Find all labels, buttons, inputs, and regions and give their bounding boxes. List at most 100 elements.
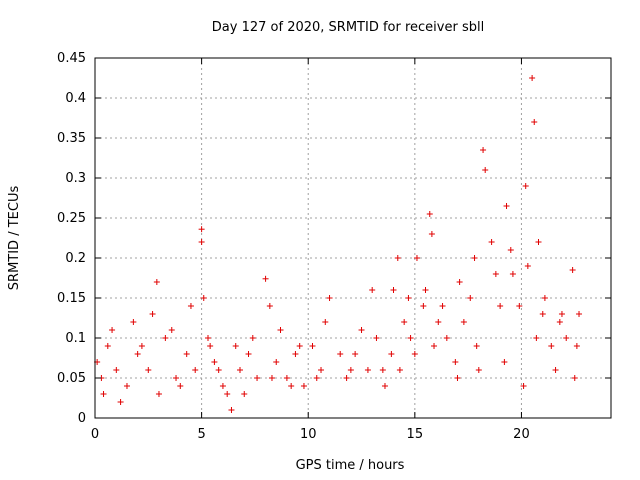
- x-tick-label: 20: [513, 427, 530, 442]
- data-point: [435, 319, 442, 325]
- plot-frame: [94, 57, 612, 419]
- data-point: [337, 351, 344, 357]
- data-point: [401, 319, 408, 325]
- data-point: [228, 407, 235, 413]
- data-point: [516, 303, 523, 309]
- data-point: [396, 367, 403, 373]
- data-point: [109, 327, 116, 333]
- x-tick-label: 0: [91, 427, 99, 442]
- data-point: [426, 211, 433, 217]
- data-point: [162, 335, 169, 341]
- data-point: [381, 383, 388, 389]
- data-point: [283, 375, 290, 381]
- data-point: [224, 391, 231, 397]
- data-point: [475, 367, 482, 373]
- data-point: [531, 119, 538, 125]
- data-point: [187, 303, 194, 309]
- data-point: [149, 311, 156, 317]
- data-point: [558, 311, 565, 317]
- data-point: [273, 359, 280, 365]
- data-point: [571, 375, 578, 381]
- data-point: [347, 367, 354, 373]
- y-tick-label: 0.35: [57, 131, 86, 146]
- data-point: [390, 287, 397, 293]
- data-points: [94, 75, 583, 413]
- data-point: [535, 239, 542, 245]
- y-tick-label: 0.15: [57, 291, 86, 306]
- data-point: [326, 295, 333, 301]
- data-point: [501, 359, 508, 365]
- data-point: [100, 391, 107, 397]
- data-point: [394, 255, 401, 261]
- data-point: [576, 311, 583, 317]
- data-point: [482, 167, 489, 173]
- data-point: [460, 319, 467, 325]
- data-point: [548, 343, 555, 349]
- data-point: [198, 239, 205, 245]
- data-point: [488, 239, 495, 245]
- data-point: [524, 263, 531, 269]
- data-point: [313, 375, 320, 381]
- data-point: [503, 203, 510, 209]
- data-point: [431, 343, 438, 349]
- data-point: [173, 375, 180, 381]
- data-point: [343, 375, 350, 381]
- data-point: [104, 343, 111, 349]
- data-point: [420, 303, 427, 309]
- data-point: [145, 367, 152, 373]
- data-point: [422, 287, 429, 293]
- data-point: [439, 303, 446, 309]
- data-point: [405, 295, 412, 301]
- axis-ticks: 0 0.05 0.1 0.15 0.2 0.25 0.3 0.35 0.4 0.45 0 5 10 15 2…: [57, 51, 611, 442]
- data-point: [407, 335, 414, 341]
- data-point: [254, 375, 261, 381]
- data-point: [192, 367, 199, 373]
- data-point: [364, 367, 371, 373]
- x-tick-label: 10: [300, 427, 317, 442]
- data-point: [205, 335, 212, 341]
- data-point: [456, 279, 463, 285]
- data-point: [155, 391, 162, 397]
- data-point: [130, 319, 137, 325]
- data-point: [134, 351, 141, 357]
- data-point: [529, 75, 536, 81]
- data-point: [288, 383, 295, 389]
- data-point: [309, 343, 316, 349]
- data-point: [318, 367, 325, 373]
- y-tick-label: 0: [78, 411, 86, 426]
- data-point: [509, 271, 516, 277]
- data-point: [198, 226, 205, 233]
- data-point: [117, 399, 124, 405]
- y-tick-label: 0.05: [57, 371, 86, 386]
- y-tick-label: 0.4: [65, 91, 86, 106]
- data-point: [452, 359, 459, 365]
- data-point: [138, 343, 145, 349]
- data-point: [123, 383, 130, 389]
- data-point: [232, 343, 239, 349]
- data-point: [207, 343, 214, 349]
- data-point: [497, 303, 504, 309]
- data-point: [520, 383, 527, 389]
- data-point: [296, 343, 303, 349]
- data-point: [241, 391, 248, 397]
- data-point: [507, 247, 514, 253]
- y-tick-label: 0.25: [57, 211, 86, 226]
- data-point: [443, 335, 450, 341]
- data-point: [219, 383, 226, 389]
- data-point: [413, 255, 420, 261]
- data-point: [266, 303, 273, 309]
- data-point: [522, 183, 529, 189]
- data-point: [200, 295, 207, 301]
- x-tick-label: 5: [197, 427, 205, 442]
- data-point: [379, 367, 386, 373]
- data-point: [322, 319, 329, 325]
- data-point: [300, 383, 307, 389]
- data-point: [177, 383, 184, 389]
- data-point: [292, 351, 299, 357]
- data-point: [352, 351, 359, 357]
- data-point: [428, 231, 435, 237]
- y-tick-label: 0.2: [65, 251, 86, 266]
- x-axis-label: GPS time / hours: [296, 458, 405, 473]
- y-axis-label: SRMTID / TECUs: [7, 186, 22, 291]
